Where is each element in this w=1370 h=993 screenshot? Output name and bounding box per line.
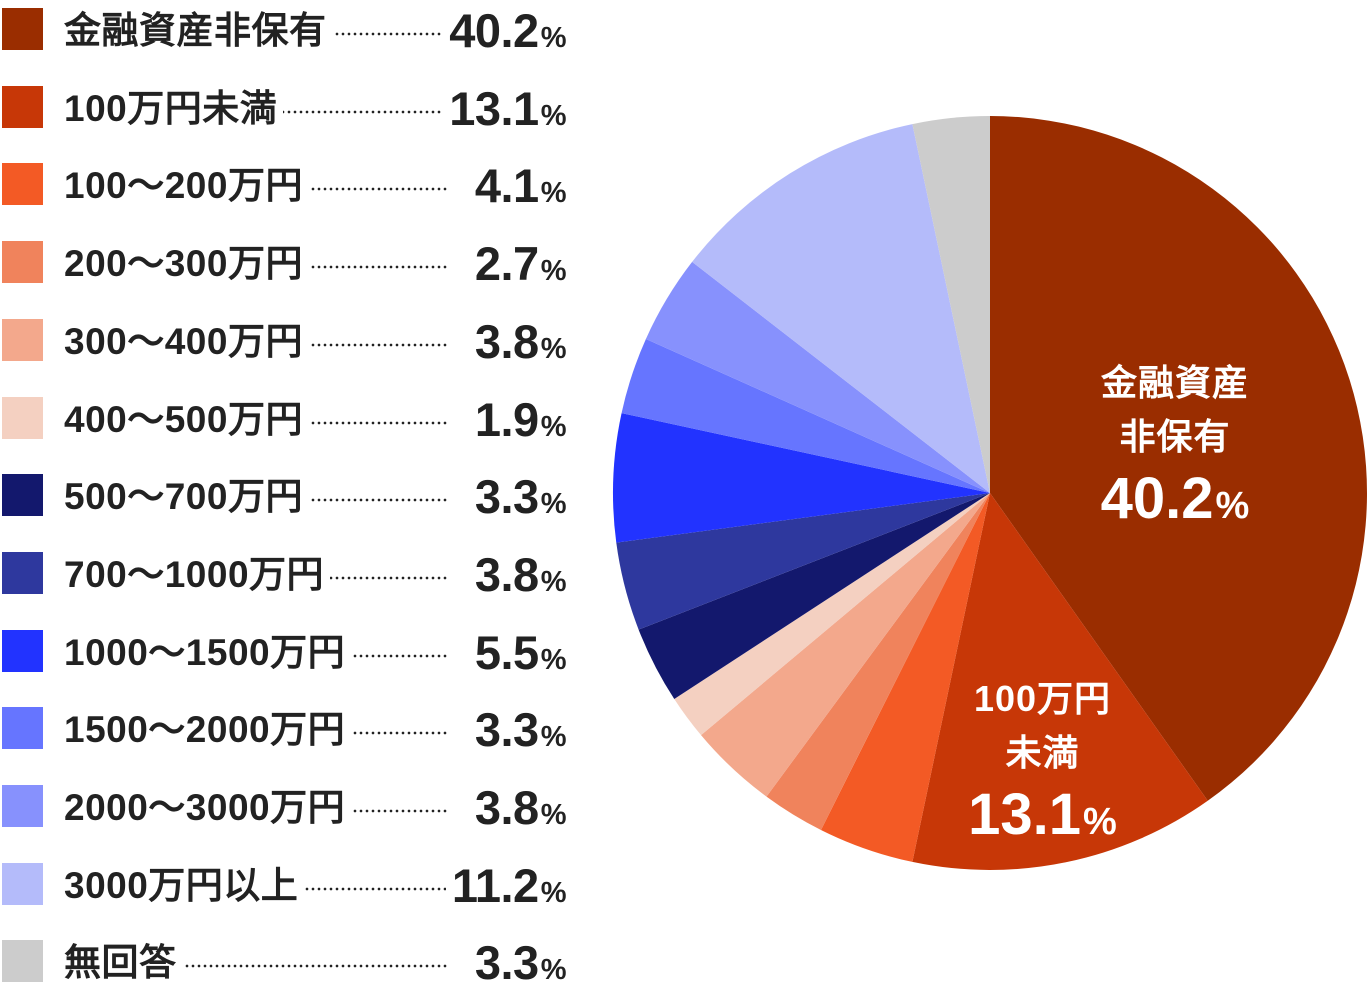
pie-slice	[616, 493, 990, 630]
legend-value: 3.3%	[468, 939, 567, 986]
pie-slice	[701, 493, 990, 797]
legend-swatch	[2, 862, 43, 905]
legend-swatch	[2, 8, 43, 50]
pie-slice	[674, 493, 990, 736]
legend-label: 1000〜1500万円	[64, 629, 352, 673]
legend-swatch	[2, 707, 43, 750]
annotation-line-1: 100万円	[973, 678, 1112, 719]
legend-value: 3.3%	[468, 706, 567, 753]
legend-swatch	[2, 629, 43, 672]
pie-annotation-under-100: 100万円 未満 13.1%	[955, 672, 1130, 857]
legend-swatch	[2, 396, 43, 439]
legend-item: 700〜1000万円 3.8%	[0, 551, 568, 598]
pie-slice	[912, 116, 990, 493]
legend-swatch	[2, 940, 43, 983]
annotation-line-2: 未満	[1005, 732, 1080, 773]
legend-item: 100万円未満 13.1%	[0, 85, 568, 132]
legend-swatch	[2, 785, 43, 827]
legend-value: 2.7%	[468, 240, 567, 287]
annotation-value: 40.2%	[1100, 466, 1250, 531]
legend-value: 11.2%	[445, 862, 567, 909]
legend-item: 1000〜1500万円 5.5%	[0, 629, 568, 676]
pie-slice	[613, 413, 990, 543]
legend-item: 1500〜2000万円 3.3%	[0, 706, 568, 753]
pie-annotation-no-assets: 金融資産 非保有 40.2%	[1090, 356, 1260, 541]
legend-swatch	[2, 241, 43, 284]
legend-swatch	[2, 85, 43, 128]
legend-swatch	[2, 551, 43, 594]
legend-label: 1500〜2000万円	[64, 707, 352, 750]
pie-slice	[766, 493, 990, 830]
legend-label: 無回答	[64, 940, 183, 983]
legend-label: 3000万円以上	[64, 862, 305, 906]
legend-label: 100万円未満	[64, 85, 284, 129]
pie-slice	[621, 338, 990, 493]
pie-slice	[820, 493, 990, 862]
legend-value: 3.8%	[468, 318, 567, 365]
legend-label: 200〜300万円	[64, 241, 309, 284]
legend-item: 2000〜3000万円 3.8%	[0, 784, 568, 831]
legend-value: 5.5%	[468, 629, 567, 676]
pie-slice	[990, 116, 1367, 801]
legend-value: 1.9%	[468, 396, 567, 443]
legend-label: 300〜400万円	[64, 318, 309, 362]
legend-item: 200〜300万円 2.7%	[0, 240, 568, 287]
legend-value: 4.1%	[468, 162, 567, 209]
legend-item: 100〜200万円 4.1%	[0, 162, 568, 209]
pie-slice	[638, 493, 990, 699]
legend-item: 400〜500万円 1.9%	[0, 396, 568, 443]
legend-value: 40.2%	[443, 7, 567, 54]
annotation-line-2: 非保有	[1119, 416, 1231, 457]
pie-slice	[645, 261, 990, 493]
pie-slice	[912, 493, 1208, 870]
legend-value: 3.8%	[468, 551, 567, 598]
pie-slice	[692, 124, 990, 493]
legend-swatch	[2, 474, 43, 517]
legend-value: 3.8%	[468, 784, 567, 831]
legend-label: 400〜500万円	[64, 396, 309, 440]
annotation-line-1: 金融資産	[1100, 362, 1249, 403]
legend-item: 金融資産非保有 40.2%	[0, 7, 568, 54]
legend-item: 無回答 3.3%	[0, 939, 568, 986]
legend-label: 500〜700万円	[64, 474, 309, 517]
legend-label: 100〜200万円	[64, 163, 309, 206]
legend-label: 700〜1000万円	[64, 551, 331, 595]
legend-swatch	[2, 318, 43, 361]
legend-label: 2000〜3000万円	[64, 785, 352, 828]
legend-swatch	[2, 163, 43, 206]
legend-item: 300〜400万円 3.8%	[0, 318, 568, 365]
legend-value: 13.1%	[443, 85, 567, 132]
legend-label: 金融資産非保有	[64, 8, 333, 51]
legend-value: 3.3%	[468, 473, 567, 520]
legend-item: 3000万円以上 11.2%	[0, 862, 568, 909]
dotted-leader	[64, 964, 448, 969]
legend-item: 500〜700万円 3.3%	[0, 473, 568, 520]
annotation-value: 13.1%	[968, 782, 1117, 847]
